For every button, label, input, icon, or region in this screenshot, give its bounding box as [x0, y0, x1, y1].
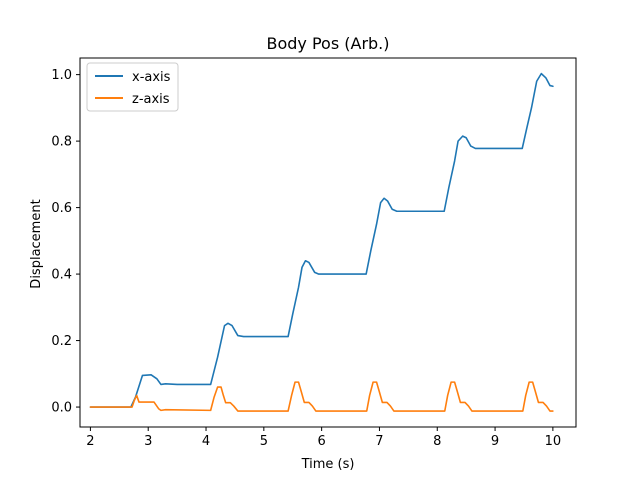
y-tick-label: 0.4: [51, 268, 72, 283]
y-tick-label: 0.0: [51, 401, 72, 416]
y-tick-label: 0.8: [51, 135, 72, 150]
x-tick-label: 10: [545, 434, 562, 449]
chart-title: Body Pos (Arb.): [266, 34, 389, 53]
axes: 2 3 4 5 6 7 8 9 10 0.0 0.2 0.4 0.6 0.8 1.0: [51, 57, 577, 449]
x-tick-label: 4: [202, 434, 210, 449]
legend-label-z-axis: z-axis: [132, 92, 170, 107]
x-tick-label: 8: [433, 434, 441, 449]
x-axis-label: Time (s): [301, 457, 355, 472]
y-tick-label: 1.0: [51, 68, 72, 83]
x-tick-label: 3: [144, 434, 152, 449]
y-axis-label: Displacement: [29, 199, 44, 288]
x-tick-label: 5: [260, 434, 268, 449]
y-tick-label: 0.6: [51, 201, 72, 216]
y-tick-label: 0.2: [51, 334, 72, 349]
axes-frame: [79, 57, 577, 428]
x-tick-label: 7: [375, 434, 383, 449]
x-tick-label: 6: [318, 434, 326, 449]
legend-label-x-axis: x-axis: [132, 70, 171, 85]
legend: x-axis z-axis: [86, 62, 179, 112]
series-line-z-axis: [89, 381, 554, 412]
series-line-x-axis: [89, 72, 554, 408]
plot-area: [89, 72, 554, 412]
x-tick-label: 9: [491, 434, 499, 449]
x-tick-label: 2: [86, 434, 94, 449]
